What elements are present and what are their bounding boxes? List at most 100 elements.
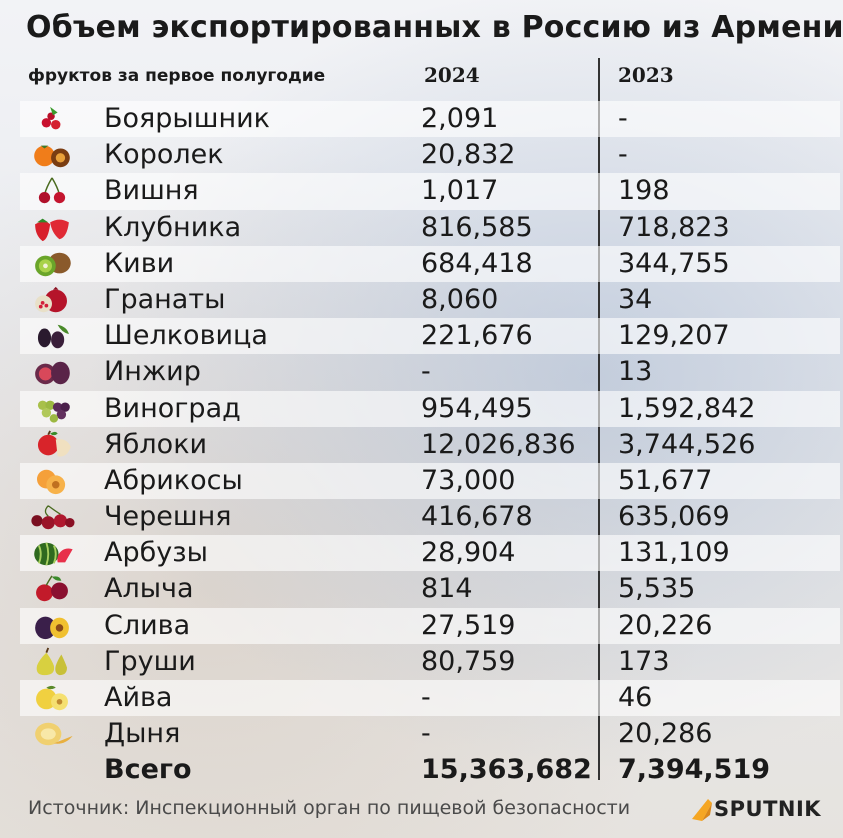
value-2024: 20,832 bbox=[421, 139, 516, 171]
cherry-icon bbox=[38, 177, 66, 204]
value-2024: 954,495 bbox=[421, 392, 533, 424]
value-2024: 416,678 bbox=[421, 501, 533, 533]
table-row: Инжир - 13 bbox=[20, 354, 840, 390]
value-2024: - bbox=[421, 356, 431, 388]
value-2024: 1,017 bbox=[421, 175, 499, 207]
data-table: Боярышник 2,091 - Королек 20,832 - Вишня 1,017 1… bbox=[20, 101, 840, 789]
value-2024: - bbox=[421, 718, 431, 750]
quince-icon bbox=[36, 685, 68, 711]
fruit-name: Яблоки bbox=[104, 428, 208, 460]
value-2023: 1,592,842 bbox=[618, 392, 756, 424]
value-2024: 221,676 bbox=[421, 320, 533, 352]
value-2023: 131,109 bbox=[618, 537, 730, 569]
value-2023: 20,226 bbox=[618, 609, 713, 641]
value-2024: 28,904 bbox=[421, 537, 516, 569]
fruit-name: Абрикосы bbox=[104, 464, 243, 496]
fruit-name: Вишня bbox=[104, 175, 199, 207]
strawberry-icon bbox=[35, 218, 69, 241]
apricot-icon bbox=[37, 469, 66, 494]
fruit-name: Боярышник bbox=[104, 103, 270, 134]
table-row: Арбузы 28,904 131,109 bbox=[20, 535, 840, 572]
persimmon-icon bbox=[34, 145, 70, 168]
apple-icon bbox=[37, 430, 71, 457]
sputnik-logo-text: SPUTNIK bbox=[714, 797, 822, 821]
value-2023: 13 bbox=[618, 356, 653, 388]
value-2023: 5,535 bbox=[618, 573, 696, 605]
fruit-name: Дыня bbox=[104, 718, 181, 750]
fruit-name: Виноград bbox=[104, 392, 241, 424]
total-2024: 15,363,682 bbox=[421, 754, 592, 786]
fruit-name: Инжир bbox=[104, 356, 201, 388]
page-title: Объем экспортированных в Россию из Армен… bbox=[26, 10, 843, 45]
table-row: Клубника 816,585 718,823 bbox=[20, 210, 840, 246]
table-row: Яблоки 12,026,836 3,744,526 bbox=[20, 427, 840, 463]
table-row: Боярышник 2,091 - bbox=[20, 101, 840, 138]
fruit-name: Гранаты bbox=[104, 283, 226, 315]
value-2024: 73,000 bbox=[421, 464, 516, 496]
total-2023: 7,394,519 bbox=[618, 754, 771, 786]
fruit-name: Шелковица bbox=[104, 320, 268, 352]
table-row: Айва - 46 bbox=[20, 680, 840, 717]
value-2023: 46 bbox=[618, 682, 653, 713]
table-row: Груши 80,759 173 bbox=[20, 644, 840, 680]
source-note: Источник: Инспекционный орган по пищевой… bbox=[28, 797, 631, 819]
total-label: Всего bbox=[104, 754, 192, 786]
value-2024: 814 bbox=[421, 573, 473, 605]
value-2023: - bbox=[618, 103, 628, 134]
table-row: Вишня 1,017 198 bbox=[20, 173, 840, 210]
sweet-cherry-icon bbox=[31, 505, 75, 530]
table-row: Королек 20,832 - bbox=[20, 137, 840, 173]
fruit-name: Королек bbox=[104, 139, 224, 171]
value-2024: 27,519 bbox=[421, 609, 516, 641]
value-2024: - bbox=[421, 682, 431, 713]
value-2023: 20,286 bbox=[618, 718, 713, 750]
value-2023: 129,207 bbox=[618, 320, 730, 352]
pear-icon bbox=[36, 647, 67, 675]
value-2023: 344,755 bbox=[618, 247, 730, 279]
table-row: Дыня - 20,286 bbox=[20, 716, 840, 752]
table-row: Абрикосы 73,000 51,677 bbox=[20, 462, 840, 500]
value-2024: 8,060 bbox=[421, 283, 499, 315]
table-row: Киви 684,418 344,755 bbox=[20, 245, 840, 282]
fruit-name: Черешня bbox=[104, 501, 232, 533]
fruit-name: Киви bbox=[104, 247, 175, 279]
plum-icon bbox=[35, 616, 69, 639]
value-2023: 3,744,526 bbox=[618, 428, 756, 460]
value-2024: 684,418 bbox=[421, 247, 533, 279]
fruit-name: Айва bbox=[104, 682, 173, 713]
table-row: Алыча 814 5,535 bbox=[20, 571, 840, 607]
table-row: Виноград 954,495 1,592,842 bbox=[20, 390, 840, 427]
table-subtitle: фруктов за первое полугодие bbox=[28, 66, 326, 86]
value-2024: 2,091 bbox=[421, 103, 499, 134]
melon-icon bbox=[35, 722, 73, 746]
hawthorn-icon bbox=[41, 106, 61, 130]
table-row: Гранаты 8,060 34 bbox=[20, 282, 840, 318]
column-header-2023: 2023 bbox=[618, 63, 674, 87]
fruit-name: Груши bbox=[104, 645, 196, 677]
value-2023: - bbox=[618, 139, 628, 171]
value-2023: 718,823 bbox=[618, 211, 730, 243]
value-2023: 173 bbox=[618, 645, 670, 677]
value-2024: 80,759 bbox=[421, 645, 516, 677]
table-row: Слива 27,519 20,226 bbox=[20, 607, 840, 644]
value-2023: 34 bbox=[618, 283, 653, 315]
column-header-2024: 2024 bbox=[424, 63, 480, 87]
fruit-name: Слива bbox=[104, 609, 191, 641]
mulberry-icon bbox=[37, 324, 69, 349]
pomegranate-icon bbox=[35, 286, 67, 313]
table-row: Черешня 416,678 635,069 bbox=[20, 499, 840, 535]
fruit-name: Клубника bbox=[104, 211, 242, 243]
fig-icon bbox=[35, 362, 70, 385]
value-2024: 12,026,836 bbox=[421, 428, 576, 460]
value-2023: 51,677 bbox=[618, 464, 713, 496]
cherry-plum-icon bbox=[36, 575, 68, 602]
fruit-name: Алыча bbox=[104, 573, 194, 605]
value-2023: 198 bbox=[618, 175, 670, 207]
table-row: Шелковица 221,676 129,207 bbox=[20, 318, 840, 355]
sputnik-logo-icon bbox=[692, 799, 712, 821]
value-2023: 635,069 bbox=[618, 501, 730, 533]
kiwi-icon bbox=[35, 252, 71, 276]
watermelon-icon bbox=[34, 542, 73, 566]
grape-icon bbox=[37, 400, 70, 423]
